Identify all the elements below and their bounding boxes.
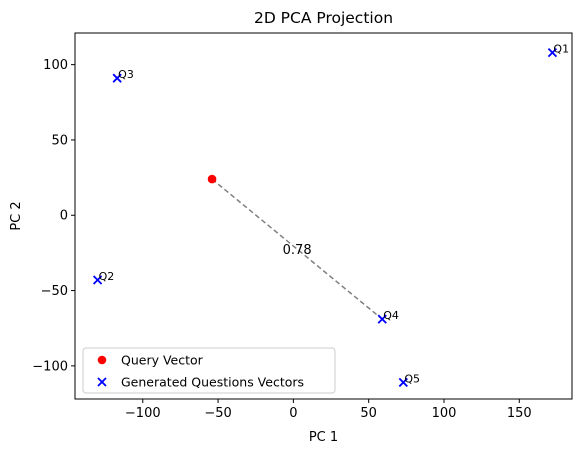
x-tick-label: −100 (125, 406, 161, 421)
marker-stroke (377, 314, 387, 324)
question-vector-point (377, 314, 387, 324)
marker-stroke (112, 73, 122, 83)
query-vector-point (207, 174, 217, 184)
similarity-label: 0.78 (283, 243, 312, 258)
legend-label: Query Vector (121, 353, 204, 368)
point-label: Q5 (404, 372, 420, 385)
question-vector-point (92, 275, 103, 285)
y-tick-label: −50 (41, 284, 68, 299)
y-tick-label: 100 (43, 58, 68, 73)
marker-stroke (92, 275, 103, 285)
plot-area: 0.78 Q1 Q2 Q3 Q4 Q5 (92, 43, 569, 388)
legend-label: Generated Questions Vectors (121, 375, 304, 390)
x-tick-label: 0 (289, 406, 297, 421)
x-tick-label: 150 (507, 406, 532, 421)
point-label: Q1 (553, 43, 569, 56)
question-vector-point (398, 377, 408, 388)
plot-frame (74, 32, 573, 400)
y-axis-ticks: −100 −50 0 50 100 (32, 58, 75, 374)
marker-stroke (547, 47, 558, 58)
x-tick-label: −50 (204, 406, 231, 421)
point-label: Q4 (383, 309, 399, 322)
point-label: Q2 (99, 270, 115, 283)
x-axis-title: PC 1 (309, 430, 338, 445)
y-tick-label: 50 (51, 133, 68, 148)
point-label: Q3 (118, 68, 134, 81)
x-axis-ticks: −100 −50 0 50 100 150 (125, 399, 532, 421)
y-tick-label: −100 (32, 359, 68, 374)
similarity-line (211, 178, 383, 320)
question-vector-point (112, 73, 122, 83)
x-tick-label: 100 (432, 406, 457, 421)
y-axis-title: PC 2 (9, 201, 24, 230)
legend: Query Vector Generated Questions Vectors (82, 347, 336, 394)
marker-stroke (97, 377, 107, 387)
legend-marker (97, 355, 107, 365)
chart-title: 2D PCA Projection (254, 9, 393, 27)
x-tick-label: 50 (360, 406, 377, 421)
legend-marker (97, 377, 107, 387)
question-vector-point (547, 47, 558, 58)
y-tick-label: 0 (60, 209, 68, 224)
marker-stroke (398, 377, 408, 388)
legend-box (82, 347, 336, 394)
